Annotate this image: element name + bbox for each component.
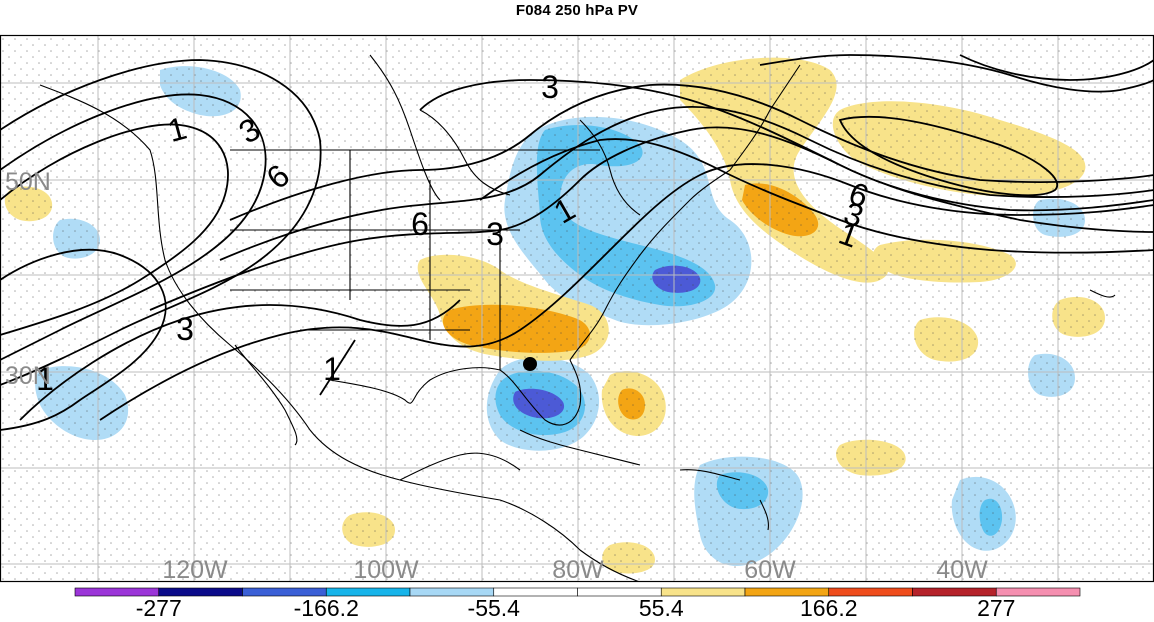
lon-label: 40W: [936, 556, 988, 584]
colorbar-tick-label: -277: [135, 595, 182, 621]
lon-label: 100W: [353, 556, 419, 584]
contour-label: 3: [176, 311, 194, 347]
colorbar-tick-label: 277: [977, 595, 1016, 621]
coastlines: [39, 54, 1116, 582]
contour-label: 3: [486, 216, 504, 252]
map-title: F084 250 hPa PV: [515, 2, 639, 19]
lon-label: 60W: [744, 556, 796, 584]
colorbar-tick-label: 166.2: [799, 595, 858, 621]
lat-label-50n: 50N: [5, 168, 51, 196]
contour-label: 1: [323, 351, 341, 387]
lat-label-30n: 30N: [5, 362, 51, 390]
lon-label: 80W: [552, 556, 604, 584]
contour-label: 6: [411, 206, 429, 242]
colorbar-tick-label: -55.4: [467, 595, 520, 621]
colorbar-tick-label: 55.4: [638, 595, 684, 621]
storm-center-dot: [523, 357, 537, 371]
pv-contours: [0, 54, 1154, 431]
lon-label: 120W: [162, 556, 228, 584]
lon-labels: 120W 100W 80W 60W 40W: [162, 556, 988, 584]
colorbar: [74, 587, 1081, 597]
graticule: [0, 35, 1154, 582]
contour-label: 1: [36, 361, 54, 397]
contour-label: 3: [541, 69, 559, 105]
colorbar-swatch: [995, 587, 1081, 597]
colorbar-tick-label: -166.2: [293, 595, 359, 621]
lat-labels: 50N 30N: [5, 168, 51, 390]
